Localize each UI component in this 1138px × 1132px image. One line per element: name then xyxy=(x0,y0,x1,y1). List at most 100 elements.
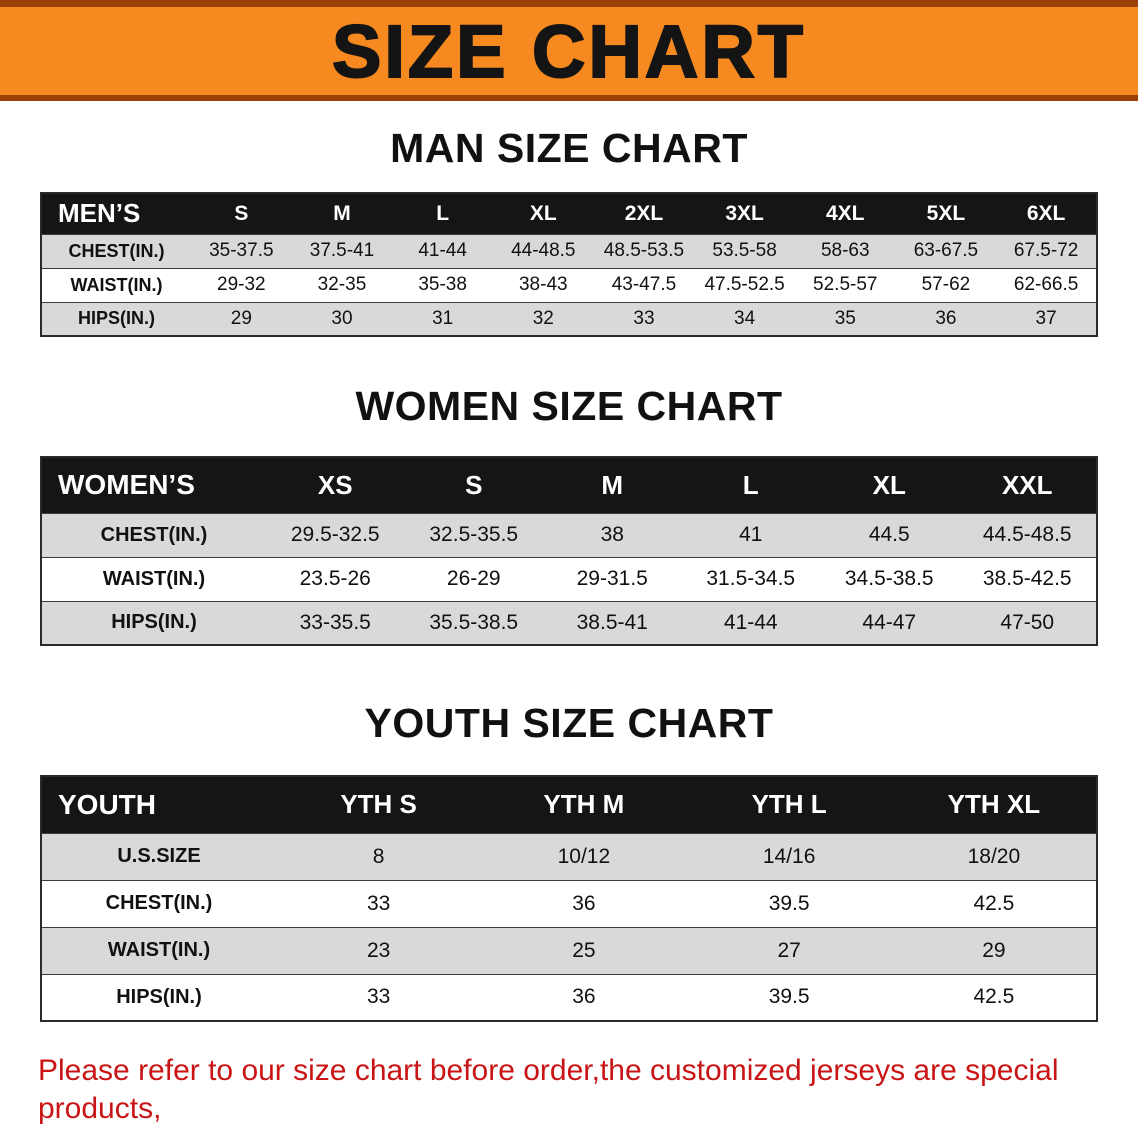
size-header-cell: 2XL xyxy=(593,193,695,234)
page-title: SIZE CHART xyxy=(331,9,806,94)
size-header-cell: 6XL xyxy=(996,193,1097,234)
measurement-value-cell: 29 xyxy=(230,307,252,329)
measurement-value-cell: 57-62 xyxy=(921,274,971,295)
measurement-value-cell: 29.5-32.5 xyxy=(290,523,380,546)
size-header-cell: S xyxy=(191,193,292,234)
size-header-row: YOUTH YTH S YTH M YTH L YTH XL xyxy=(41,776,1097,833)
measurement-value-cell: 41-44 xyxy=(418,240,467,261)
disclaimer-note: Please refer to our size chart before or… xyxy=(38,1052,1100,1132)
measurement-value-cell: 63-67.5 xyxy=(913,240,979,261)
women-size-section: WOMEN SIZE CHART WOMEN’S XS S M L XL XXL CHEST(… xyxy=(0,383,1138,646)
size-header-cell: 5XL xyxy=(895,193,997,234)
size-header-cell: L xyxy=(681,457,820,513)
measurement-value-cell: 36 xyxy=(935,307,957,329)
measurement-value-cell: 10/12 xyxy=(557,844,611,868)
measurement-row: WAIST(IN.) 29-32 32-35 35-38 38-43 43-47.5 47.… xyxy=(41,268,1097,302)
measurement-value-cell: 52.5-57 xyxy=(813,274,878,295)
size-header-cell: M xyxy=(543,457,682,513)
measurement-value-cell: 38 xyxy=(600,523,624,546)
measurement-value-cell: 23.5-26 xyxy=(299,567,371,590)
measurement-value-cell: 67.5-72 xyxy=(1013,240,1079,261)
measurement-value-cell: 48.5-53.5 xyxy=(603,240,685,261)
table-title-cell: YOUTH xyxy=(41,776,276,833)
measurement-row: HIPS(IN.) 33-35.5 35.5-38.5 38.5-41 41-44 44-… xyxy=(41,601,1097,645)
measurement-row: WAIST(IN.) 23.5-26 26-29 29-31.5 31.5-34.5 34… xyxy=(41,557,1097,601)
measurement-value-cell: 23 xyxy=(366,938,391,962)
measurement-row: CHEST(IN.) 33 36 39.5 42.5 xyxy=(41,880,1097,927)
measurement-value-cell: 30 xyxy=(331,307,353,329)
size-header-cell: L xyxy=(392,193,493,234)
size-header-cell: XS xyxy=(266,457,405,513)
measurement-value-cell: 27 xyxy=(777,938,801,962)
measurement-value-cell: 18/20 xyxy=(967,844,1021,868)
men-section-heading: MAN SIZE CHART xyxy=(390,125,748,171)
table-title-cell: WOMEN’S xyxy=(41,457,266,513)
mens-size-table: MEN’S S M L XL 2XL 3XL 4XL 5XL 6XL CHEST(IN.) 35-37… xyxy=(40,192,1098,337)
measurement-value-cell: 33 xyxy=(633,307,655,329)
measurement-value-cell: 14/16 xyxy=(762,844,816,868)
measurement-label-cell: CHEST(IN.) xyxy=(68,240,165,261)
size-header-cell: 3XL xyxy=(694,193,795,234)
measurement-value-cell: 36 xyxy=(572,985,596,1009)
measurement-value-cell: 47-50 xyxy=(1000,610,1055,634)
youth-size-table: YOUTH YTH S YTH M YTH L YTH XL U.S.SIZE 8 10/12… xyxy=(40,775,1098,1022)
size-header-cell: YTH S xyxy=(276,776,482,833)
youth-size-section: YOUTH SIZE CHART YOUTH YTH S YTH M YTH L YTH… xyxy=(0,700,1138,1022)
measurement-value-cell: 31 xyxy=(432,307,454,329)
size-header-cell: XL xyxy=(820,457,959,513)
measurement-value-cell: 29-32 xyxy=(217,274,266,295)
measurement-value-cell: 33-35.5 xyxy=(299,610,371,634)
measurement-value-cell: 39.5 xyxy=(768,891,810,915)
measurement-value-cell: 39.5 xyxy=(768,985,810,1009)
measurement-value-cell: 32 xyxy=(532,307,554,329)
measurement-value-cell: 42.5 xyxy=(973,985,1015,1009)
measurement-value-cell: 35 xyxy=(834,307,856,329)
measurement-row: HIPS(IN.) 33 36 39.5 42.5 xyxy=(41,974,1097,1021)
measurement-value-cell: 25 xyxy=(572,938,596,962)
measurement-value-cell: 36 xyxy=(572,891,596,915)
size-header-cell: YTH XL xyxy=(891,776,1097,833)
measurement-label-cell: U.S.SIZE xyxy=(117,845,201,867)
measurement-value-cell: 37 xyxy=(1035,307,1057,329)
men-size-section: MAN SIZE CHART MEN’S S M L XL 2XL 3XL 4XL 5XL 6XL… xyxy=(0,125,1138,337)
size-header-cell: 4XL xyxy=(794,193,896,234)
measurement-value-cell: 34.5-38.5 xyxy=(844,567,934,590)
measurement-value-cell: 29-31.5 xyxy=(576,567,648,590)
size-header-cell: XXL xyxy=(958,457,1097,513)
measurement-value-cell: 32.5-35.5 xyxy=(429,523,519,546)
banner: SIZE CHART xyxy=(0,0,1138,101)
measurement-value-cell: 62-66.5 xyxy=(1013,274,1079,295)
measurement-value-cell: 31.5-34.5 xyxy=(706,567,796,590)
measurement-value-cell: 34 xyxy=(734,307,756,329)
measurement-row: WAIST(IN.) 23 25 27 29 xyxy=(41,927,1097,974)
measurement-value-cell: 42.5 xyxy=(973,891,1015,915)
size-header-cell: XL xyxy=(492,193,594,234)
measurement-value-cell: 53.5-58 xyxy=(712,240,777,261)
size-header-row: WOMEN’S XS S M L XL XXL xyxy=(41,457,1097,513)
measurement-value-cell: 35-38 xyxy=(418,274,467,295)
measurement-value-cell: 29 xyxy=(982,938,1006,962)
measurement-value-cell: 26-29 xyxy=(446,567,501,590)
measurement-value-cell: 47.5-52.5 xyxy=(704,274,785,295)
measurement-value-cell: 38.5-41 xyxy=(576,610,648,634)
measurement-label-cell: CHEST(IN.) xyxy=(100,523,208,546)
measurement-value-cell: 8 xyxy=(372,844,385,868)
measurement-label-cell: WAIST(IN.) xyxy=(102,567,206,590)
measurement-value-cell: 38-43 xyxy=(518,274,568,295)
measurement-value-cell: 32-35 xyxy=(317,274,367,295)
measurement-value-cell: 38.5-42.5 xyxy=(982,567,1072,590)
measurement-value-cell: 35-37.5 xyxy=(209,240,274,261)
measurement-value-cell: 35.5-38.5 xyxy=(429,610,519,634)
measurement-label-cell: HIPS(IN.) xyxy=(111,611,197,634)
measurement-row: CHEST(IN.) 29.5-32.5 32.5-35.5 38 41 44.5 44.5… xyxy=(41,513,1097,557)
size-header-cell: YTH L xyxy=(686,776,892,833)
measurement-row: U.S.SIZE 8 10/12 14/16 18/20 xyxy=(41,833,1097,880)
size-header-cell: S xyxy=(404,457,543,513)
measurement-value-cell: 43-47.5 xyxy=(611,274,677,295)
measurement-label-cell: HIPS(IN.) xyxy=(77,308,155,329)
measurement-value-cell: 41-44 xyxy=(723,610,778,634)
measurement-value-cell: 33 xyxy=(366,891,391,915)
measurement-label-cell: WAIST(IN.) xyxy=(107,939,211,961)
size-header-cell: M xyxy=(291,193,393,234)
